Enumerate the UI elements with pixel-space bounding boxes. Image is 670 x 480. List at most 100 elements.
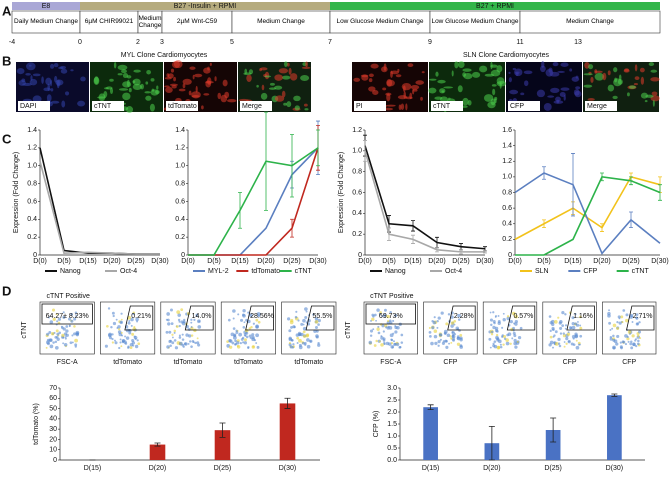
event <box>290 326 293 329</box>
event <box>251 345 256 349</box>
gate-value: 28.56% <box>250 313 274 320</box>
event <box>493 344 498 349</box>
flow-x-label: FSC-A <box>380 359 401 366</box>
event <box>381 314 384 318</box>
day-label: -4 <box>9 39 15 46</box>
event <box>428 326 431 330</box>
cell <box>41 76 44 84</box>
label-bg <box>508 101 540 111</box>
cell <box>56 80 60 89</box>
cell <box>28 64 32 67</box>
gate-value: 55.5% <box>312 313 332 320</box>
event <box>119 320 123 325</box>
event <box>630 346 634 350</box>
event <box>571 325 576 330</box>
event <box>76 332 79 335</box>
day-label: 7 <box>328 39 332 46</box>
y-tick-label: 0.2 <box>352 231 362 238</box>
event <box>50 332 55 336</box>
event <box>132 327 137 332</box>
cell <box>243 72 252 76</box>
event <box>630 340 633 344</box>
x-tick-label: D(0) <box>33 258 47 265</box>
cell <box>628 85 636 89</box>
event <box>373 344 377 347</box>
cell <box>293 95 301 102</box>
cell <box>109 78 114 82</box>
event <box>380 343 384 347</box>
cell <box>368 78 373 83</box>
cell <box>182 83 186 89</box>
x-tick-label: D(30) <box>151 258 169 265</box>
cell <box>122 92 131 101</box>
image-label: PI <box>356 103 363 110</box>
gate-value: 0.57% <box>513 313 533 320</box>
flow-x-label: tdTomato <box>234 359 263 366</box>
event <box>129 346 133 350</box>
cell <box>132 80 136 84</box>
cell <box>217 92 222 100</box>
cell <box>256 84 259 88</box>
event <box>251 333 255 337</box>
line <box>364 145 486 250</box>
event <box>255 342 258 345</box>
event <box>46 338 50 342</box>
event <box>452 334 455 337</box>
event <box>131 341 136 345</box>
event <box>372 315 375 318</box>
cell <box>264 75 272 78</box>
cell <box>644 100 648 103</box>
y-tick-label: 1.0 <box>502 174 512 181</box>
cell <box>574 90 582 98</box>
event <box>514 345 518 349</box>
cell <box>626 92 630 97</box>
event <box>177 313 181 317</box>
event <box>502 318 506 322</box>
cell <box>383 107 394 111</box>
legend-label: SLN <box>535 268 549 275</box>
event <box>56 332 60 336</box>
event <box>62 311 65 314</box>
flow-x-label: tdTomato <box>294 359 323 366</box>
cell <box>146 69 152 75</box>
event <box>375 319 377 322</box>
event <box>428 330 432 334</box>
image-label: cTNT <box>94 103 112 110</box>
y-tick-label: 0.2 <box>502 236 512 243</box>
event <box>637 339 640 343</box>
event <box>383 313 387 317</box>
cell <box>117 73 123 76</box>
y-tick-label: 2.5 <box>387 397 397 404</box>
event <box>608 321 612 325</box>
cell <box>278 68 289 74</box>
gate <box>184 305 214 331</box>
x-tick-label: D(5) <box>382 258 396 265</box>
cell <box>70 69 74 72</box>
panel-letter: A <box>2 3 12 18</box>
image-label: DAPI <box>20 103 36 110</box>
event <box>304 307 308 311</box>
event <box>52 341 55 344</box>
phase-bar <box>330 2 660 10</box>
event <box>232 317 235 320</box>
y-tick-label: 1.2 <box>352 127 362 134</box>
event <box>74 311 78 315</box>
event <box>253 339 257 342</box>
cell <box>224 91 230 99</box>
event <box>196 337 199 340</box>
event <box>571 321 575 326</box>
event <box>227 318 231 322</box>
event <box>445 345 449 349</box>
cell <box>412 88 415 95</box>
cell <box>64 91 70 96</box>
cell <box>492 88 496 96</box>
cell <box>305 61 308 68</box>
cell <box>651 91 658 96</box>
event <box>382 330 385 333</box>
cell <box>21 78 26 83</box>
event <box>459 344 463 348</box>
gate <box>566 305 595 331</box>
event <box>309 340 312 343</box>
line <box>514 172 661 255</box>
cell <box>281 90 286 98</box>
